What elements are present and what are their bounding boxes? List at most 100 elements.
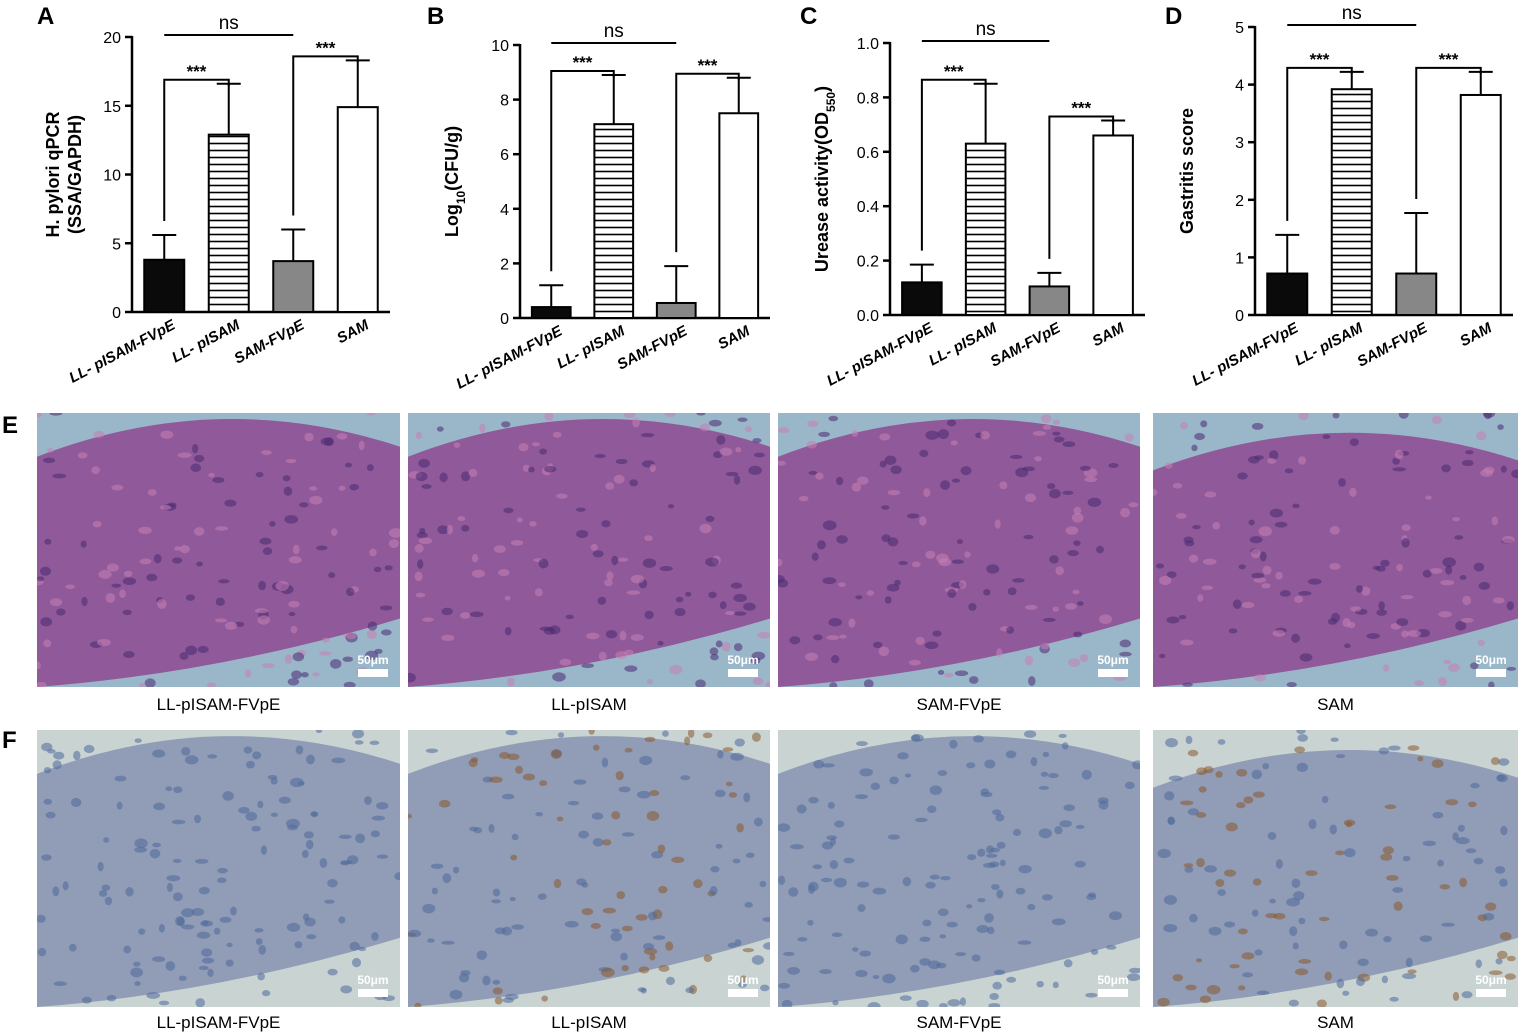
cell — [101, 884, 111, 891]
cell — [1025, 604, 1038, 610]
cell — [441, 940, 455, 945]
cell — [910, 734, 924, 742]
cell — [872, 887, 887, 895]
cell — [796, 804, 807, 814]
cell — [149, 848, 161, 859]
cell — [1071, 512, 1084, 523]
cell — [1124, 781, 1135, 790]
cell — [1292, 942, 1299, 950]
cell — [1106, 945, 1117, 950]
bar — [718, 112, 760, 319]
caption: LL-pISAM — [551, 695, 627, 714]
cell — [1168, 775, 1183, 781]
cell — [565, 614, 574, 620]
cell — [879, 433, 891, 441]
cell — [646, 811, 660, 822]
cell — [798, 495, 809, 502]
cell — [304, 432, 314, 442]
cell — [1254, 455, 1264, 460]
cell — [179, 652, 189, 660]
cell — [1477, 639, 1486, 647]
cell — [960, 466, 972, 476]
cell — [624, 747, 633, 753]
cell — [376, 854, 389, 859]
cell — [1269, 508, 1283, 518]
cell — [207, 968, 214, 977]
cell — [171, 819, 186, 825]
cell — [839, 634, 847, 639]
cell — [733, 611, 747, 616]
cell — [1506, 601, 1514, 611]
cell — [778, 982, 791, 989]
cell — [778, 558, 783, 567]
cell — [751, 955, 765, 965]
cell — [923, 488, 931, 498]
x-tick-label: SAM-FVpE — [231, 316, 308, 367]
cell — [56, 608, 66, 616]
cell — [1204, 491, 1217, 498]
cell — [855, 794, 869, 800]
cell — [783, 951, 795, 957]
cell — [778, 823, 791, 832]
cell — [1062, 490, 1074, 495]
cell — [1316, 999, 1327, 1007]
cell — [262, 547, 273, 555]
cell — [364, 796, 372, 805]
cell — [504, 595, 511, 601]
cell — [835, 476, 844, 486]
scale-label: 50μm — [1097, 653, 1128, 667]
bracket-label: *** — [944, 62, 964, 81]
cell — [1063, 959, 1073, 968]
cell — [1241, 952, 1255, 960]
cell — [606, 571, 614, 581]
cell — [687, 730, 695, 738]
cell — [857, 904, 866, 913]
cell — [1452, 832, 1459, 841]
cell — [668, 664, 683, 675]
cell — [1499, 878, 1508, 887]
cell — [1164, 791, 1175, 801]
x-tick-label: LL- pISAM-FVpE — [66, 316, 179, 387]
cell — [1085, 992, 1098, 998]
cell — [439, 472, 448, 483]
cell — [611, 811, 621, 820]
cell — [1036, 980, 1044, 988]
cell — [1040, 414, 1052, 424]
cell — [619, 630, 627, 641]
cell — [1350, 606, 1362, 612]
cell — [218, 579, 230, 584]
cell — [929, 785, 942, 795]
cell — [1238, 928, 1248, 935]
cell — [1380, 559, 1390, 567]
cell — [338, 916, 346, 924]
cell — [493, 545, 506, 554]
cell — [299, 502, 309, 508]
cell — [370, 830, 380, 838]
cell — [1475, 431, 1487, 441]
cell — [751, 732, 761, 742]
cell — [340, 985, 353, 994]
micrograph-content — [408, 730, 770, 1007]
cell — [1327, 618, 1338, 625]
cell — [1473, 562, 1485, 572]
cell — [1249, 536, 1263, 544]
cell — [636, 790, 651, 799]
cell — [594, 454, 606, 459]
cell — [528, 466, 535, 473]
cell — [91, 466, 100, 475]
cell — [1452, 991, 1460, 1001]
cell — [730, 752, 744, 761]
cell — [491, 899, 502, 904]
cell — [446, 524, 453, 535]
cell — [573, 779, 587, 785]
cell — [884, 596, 892, 604]
cell — [1405, 957, 1413, 968]
cell — [1495, 958, 1503, 965]
cell — [732, 858, 741, 864]
cell — [736, 823, 744, 833]
bar — [272, 260, 315, 313]
cell — [288, 600, 300, 608]
bracket — [675, 72, 740, 253]
cell — [1018, 864, 1032, 874]
cell — [924, 641, 939, 650]
